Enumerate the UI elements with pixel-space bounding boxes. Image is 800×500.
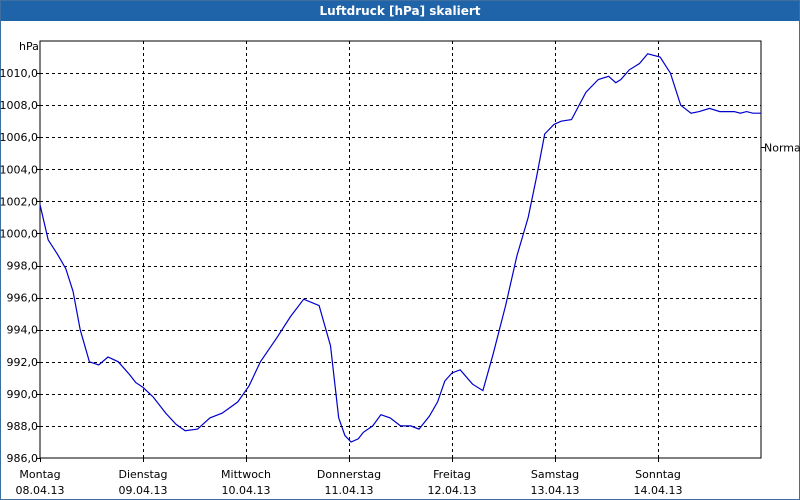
- y-tick-label: 1010,0: [0, 67, 38, 80]
- y-tick-label: 990,0: [7, 388, 39, 401]
- series-line: [39, 53, 761, 443]
- x-tick-day-label: Freitag: [433, 468, 471, 481]
- chart-title: Luftdruck [hPa] skaliert: [1, 1, 799, 21]
- x-tick-date-label: 12.04.13: [428, 484, 477, 497]
- y-tick-label: 1008,0: [0, 99, 38, 112]
- y-tick-label: 1006,0: [0, 131, 38, 144]
- y-tick-label: 992,0: [7, 356, 39, 369]
- y-tick-label: 1002,0: [0, 195, 38, 208]
- x-tick-date-label: 09.04.13: [119, 484, 168, 497]
- plot-area: [39, 40, 762, 459]
- reference-marker: Normal: [761, 142, 800, 155]
- x-tick-day-label: Dienstag: [118, 468, 167, 481]
- x-tick-date-label: 14.04.13: [634, 484, 683, 497]
- x-tick-day-label: Donnerstag: [317, 468, 381, 481]
- reference-label: Normal: [764, 142, 800, 155]
- x-tick-date-label: 10.04.13: [222, 484, 271, 497]
- y-axis: 986,0 988,0 990,0 992,0 994,0 996,0 998,0 1000,…: [0, 67, 40, 465]
- x-tick-date-label: 11.04.13: [325, 484, 374, 497]
- y-tick-label: 998,0: [7, 260, 39, 273]
- y-tick-label: 986,0: [7, 452, 39, 465]
- y-axis-label: hPa: [19, 40, 39, 53]
- y-tick-label: 988,0: [7, 420, 39, 433]
- x-tick-date-label: 13.04.13: [531, 484, 580, 497]
- y-tick-label: 1000,0: [0, 227, 38, 240]
- grid: [40, 41, 761, 458]
- y-tick-label: 996,0: [7, 292, 39, 305]
- x-tick-day-label: Montag: [19, 468, 60, 481]
- y-tick-label: 994,0: [7, 324, 39, 337]
- y-tick-label: 1004,0: [0, 163, 38, 176]
- x-tick-date-label: 08.04.13: [16, 484, 65, 497]
- x-tick-day-label: Mittwoch: [221, 468, 271, 481]
- x-axis: Montag 08.04.13 Dienstag 09.04.13 Mittwoch 10…: [16, 458, 683, 497]
- x-tick-day-label: Samstag: [531, 468, 579, 481]
- x-tick-day-label: Sonntag: [635, 468, 681, 481]
